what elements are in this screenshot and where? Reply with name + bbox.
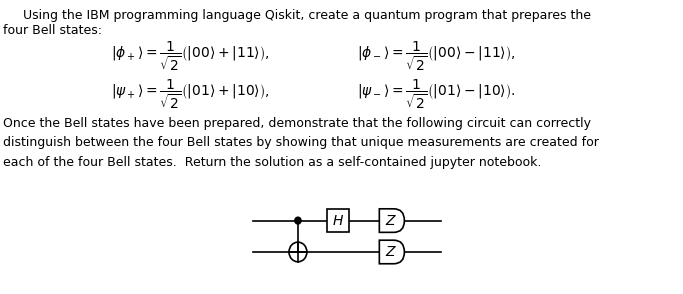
Text: $H$: $H$: [332, 213, 344, 228]
Text: each of the four Bell states.  Return the solution as a self-contained jupyter n: each of the four Bell states. Return the…: [3, 156, 541, 169]
PathPatch shape: [379, 209, 404, 232]
Text: distinguish between the four Bell states by showing that unique measurements are: distinguish between the four Bell states…: [3, 136, 599, 149]
FancyBboxPatch shape: [327, 209, 349, 232]
Circle shape: [295, 217, 301, 224]
Text: $Z$: $Z$: [385, 245, 397, 259]
PathPatch shape: [379, 240, 404, 264]
Text: $|\psi_-\rangle = \dfrac{1}{\sqrt{2}}\left(|01\rangle - |10\rangle\right).$: $|\psi_-\rangle = \dfrac{1}{\sqrt{2}}\le…: [357, 77, 516, 111]
Text: $|\phi_+\rangle = \dfrac{1}{\sqrt{2}}\left(|00\rangle + |11\rangle\right),$: $|\phi_+\rangle = \dfrac{1}{\sqrt{2}}\le…: [111, 40, 270, 73]
Text: $|\psi_+\rangle = \dfrac{1}{\sqrt{2}}\left(|01\rangle + |10\rangle\right),$: $|\psi_+\rangle = \dfrac{1}{\sqrt{2}}\le…: [111, 77, 270, 111]
Text: $Z$: $Z$: [385, 213, 397, 228]
Text: Using the IBM programming language Qiskit, create a quantum program that prepare: Using the IBM programming language Qiski…: [8, 9, 591, 22]
Text: $|\phi_-\rangle = \dfrac{1}{\sqrt{2}}\left(|00\rangle - |11\rangle\right),$: $|\phi_-\rangle = \dfrac{1}{\sqrt{2}}\le…: [357, 40, 516, 73]
Text: four Bell states:: four Bell states:: [3, 24, 102, 37]
Text: Once the Bell states have been prepared, demonstrate that the following circuit : Once the Bell states have been prepared,…: [3, 117, 591, 130]
